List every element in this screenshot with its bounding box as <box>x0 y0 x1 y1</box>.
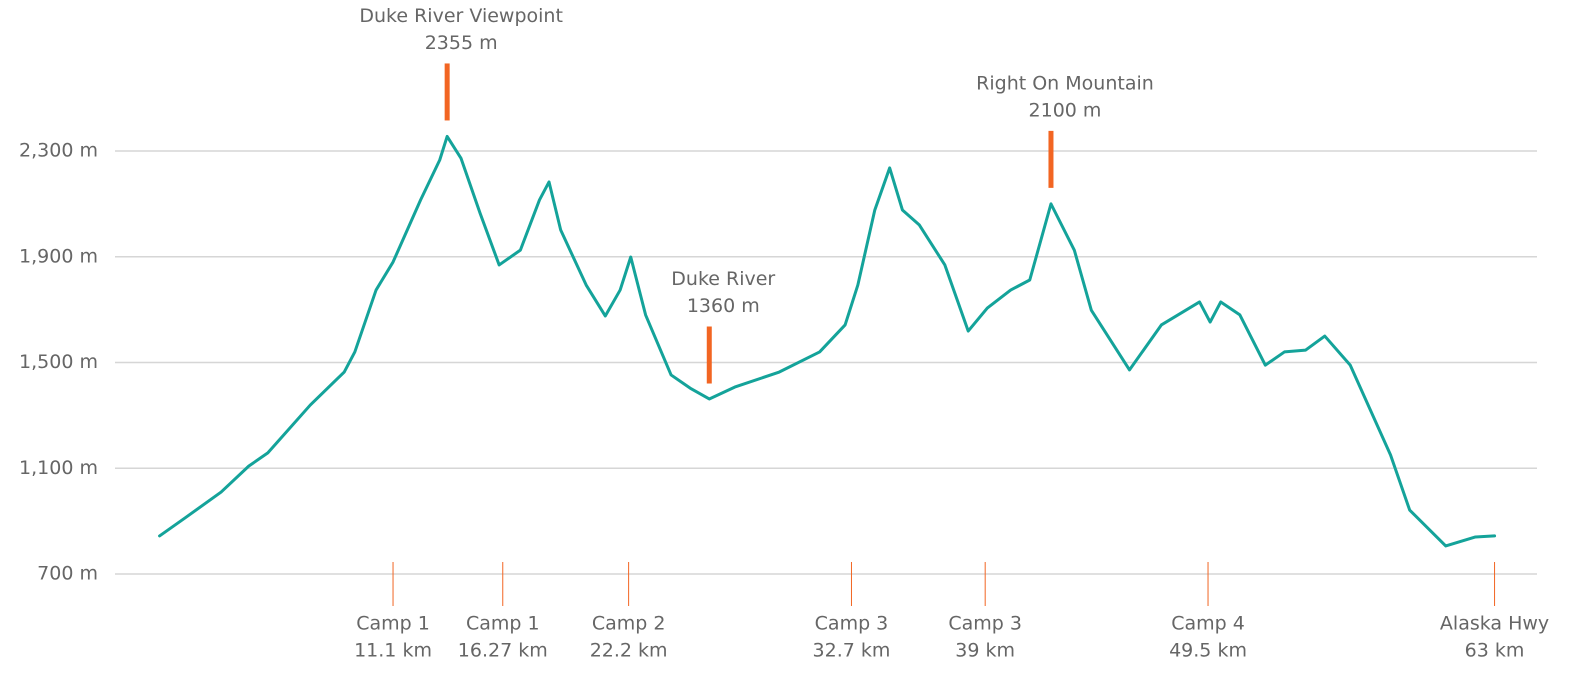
marker-name: Camp 2 <box>592 613 666 635</box>
marker-name: Alaska Hwy <box>1440 613 1549 635</box>
y-tick-label: 2,300 m <box>19 140 98 162</box>
annotation-title: Duke River <box>671 268 775 290</box>
marker-distance: 22.2 km <box>590 640 668 662</box>
annotation-value: 2355 m <box>425 32 498 54</box>
marker-distance: 63 km <box>1465 640 1525 662</box>
annotation-bar <box>1048 130 1054 188</box>
marker-distance: 49.5 km <box>1169 640 1247 662</box>
annotation-title: Duke River Viewpoint <box>359 5 563 27</box>
marker-name: Camp 4 <box>1171 613 1245 635</box>
annotation-value: 1360 m <box>687 295 760 317</box>
marker-distance: 39 km <box>955 640 1015 662</box>
annotation-bar <box>706 326 712 384</box>
marker-distance: 11.1 km <box>354 640 432 662</box>
elevation-line <box>158 134 1497 548</box>
marker-name: Camp 1 <box>466 613 540 635</box>
marker-name: Camp 1 <box>356 613 430 635</box>
marker-distance: 32.7 km <box>813 640 891 662</box>
marker-name: Camp 3 <box>815 613 889 635</box>
annotation-bar <box>444 63 450 121</box>
annotation-value: 2100 m <box>1029 99 1102 121</box>
marker-distance: 16.27 km <box>458 640 548 662</box>
annotation-title: Right On Mountain <box>976 72 1154 94</box>
y-tick-label: 700 m <box>37 563 98 585</box>
marker-name: Camp 3 <box>948 613 1022 635</box>
y-tick-label: 1,900 m <box>19 245 98 267</box>
y-tick-label: 1,100 m <box>19 457 98 479</box>
y-tick-label: 1,500 m <box>19 351 98 373</box>
